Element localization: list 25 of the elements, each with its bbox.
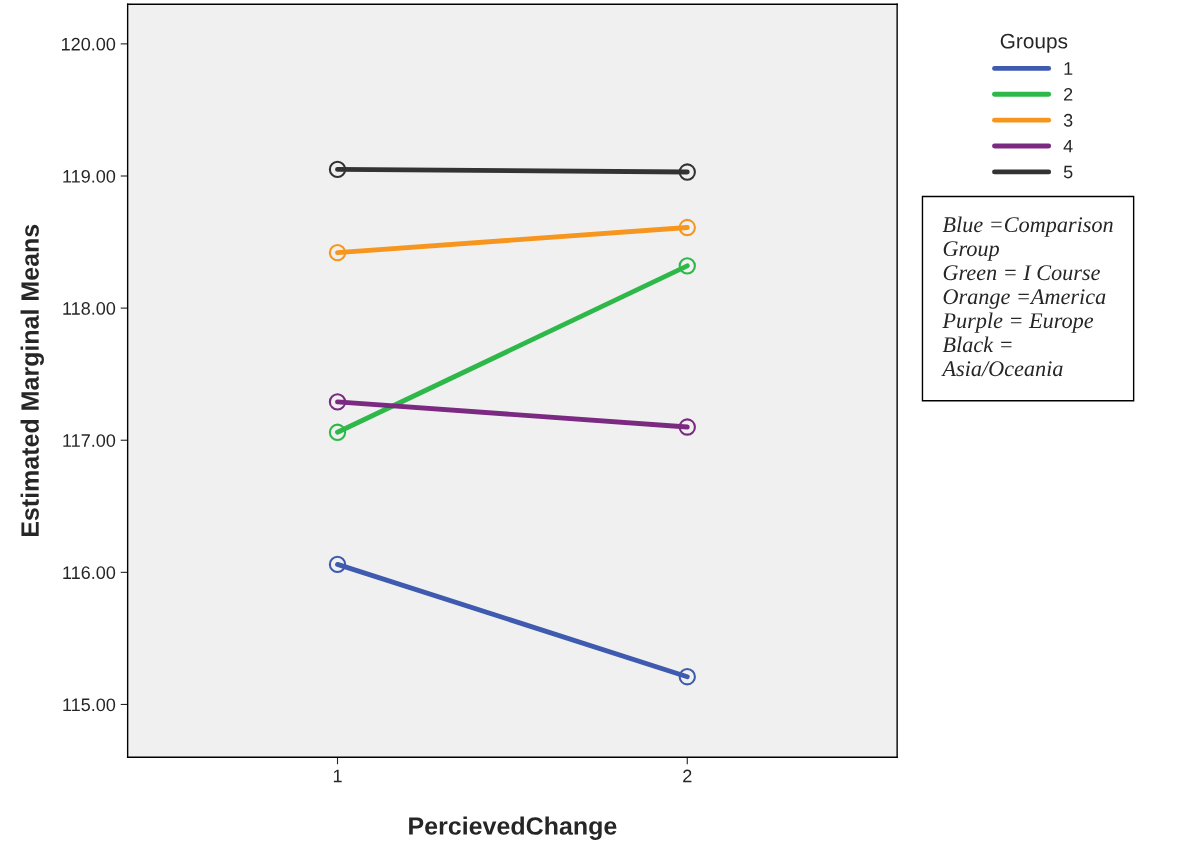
y-tick-label: 119.00 (63, 169, 116, 183)
y-tick-label: 117.00 (63, 434, 116, 447)
point (328, 243, 347, 262)
legend-label: 1 (1064, 62, 1073, 75)
legend-title: Groups (1000, 33, 1068, 53)
y-tick-label: 115.00 (63, 698, 116, 712)
point (678, 163, 696, 181)
point (328, 423, 347, 441)
legend-label: 4 (1063, 139, 1073, 153)
legend-label: 2 (1064, 88, 1073, 101)
y-tick-label: 118.00 (63, 302, 116, 315)
legend-label: 3 (1063, 113, 1073, 127)
legend-label: 5 (1063, 165, 1073, 179)
text: Blue =Comparison Group Green = I Course Orange =America Purple = Europe Black = Asia/Oceania (941, 216, 1113, 377)
y-tick-label: 120.00 (62, 37, 116, 51)
y-tick-label: 116.00 (63, 566, 116, 580)
point (328, 160, 347, 179)
point (678, 218, 696, 237)
point (328, 393, 347, 411)
point (678, 418, 696, 436)
point (678, 257, 696, 275)
point (328, 555, 347, 574)
x-axis-title: PercievedChange (409, 816, 617, 840)
point (678, 668, 696, 686)
y-axis-title: Estimated Marginal Means (20, 224, 44, 537)
